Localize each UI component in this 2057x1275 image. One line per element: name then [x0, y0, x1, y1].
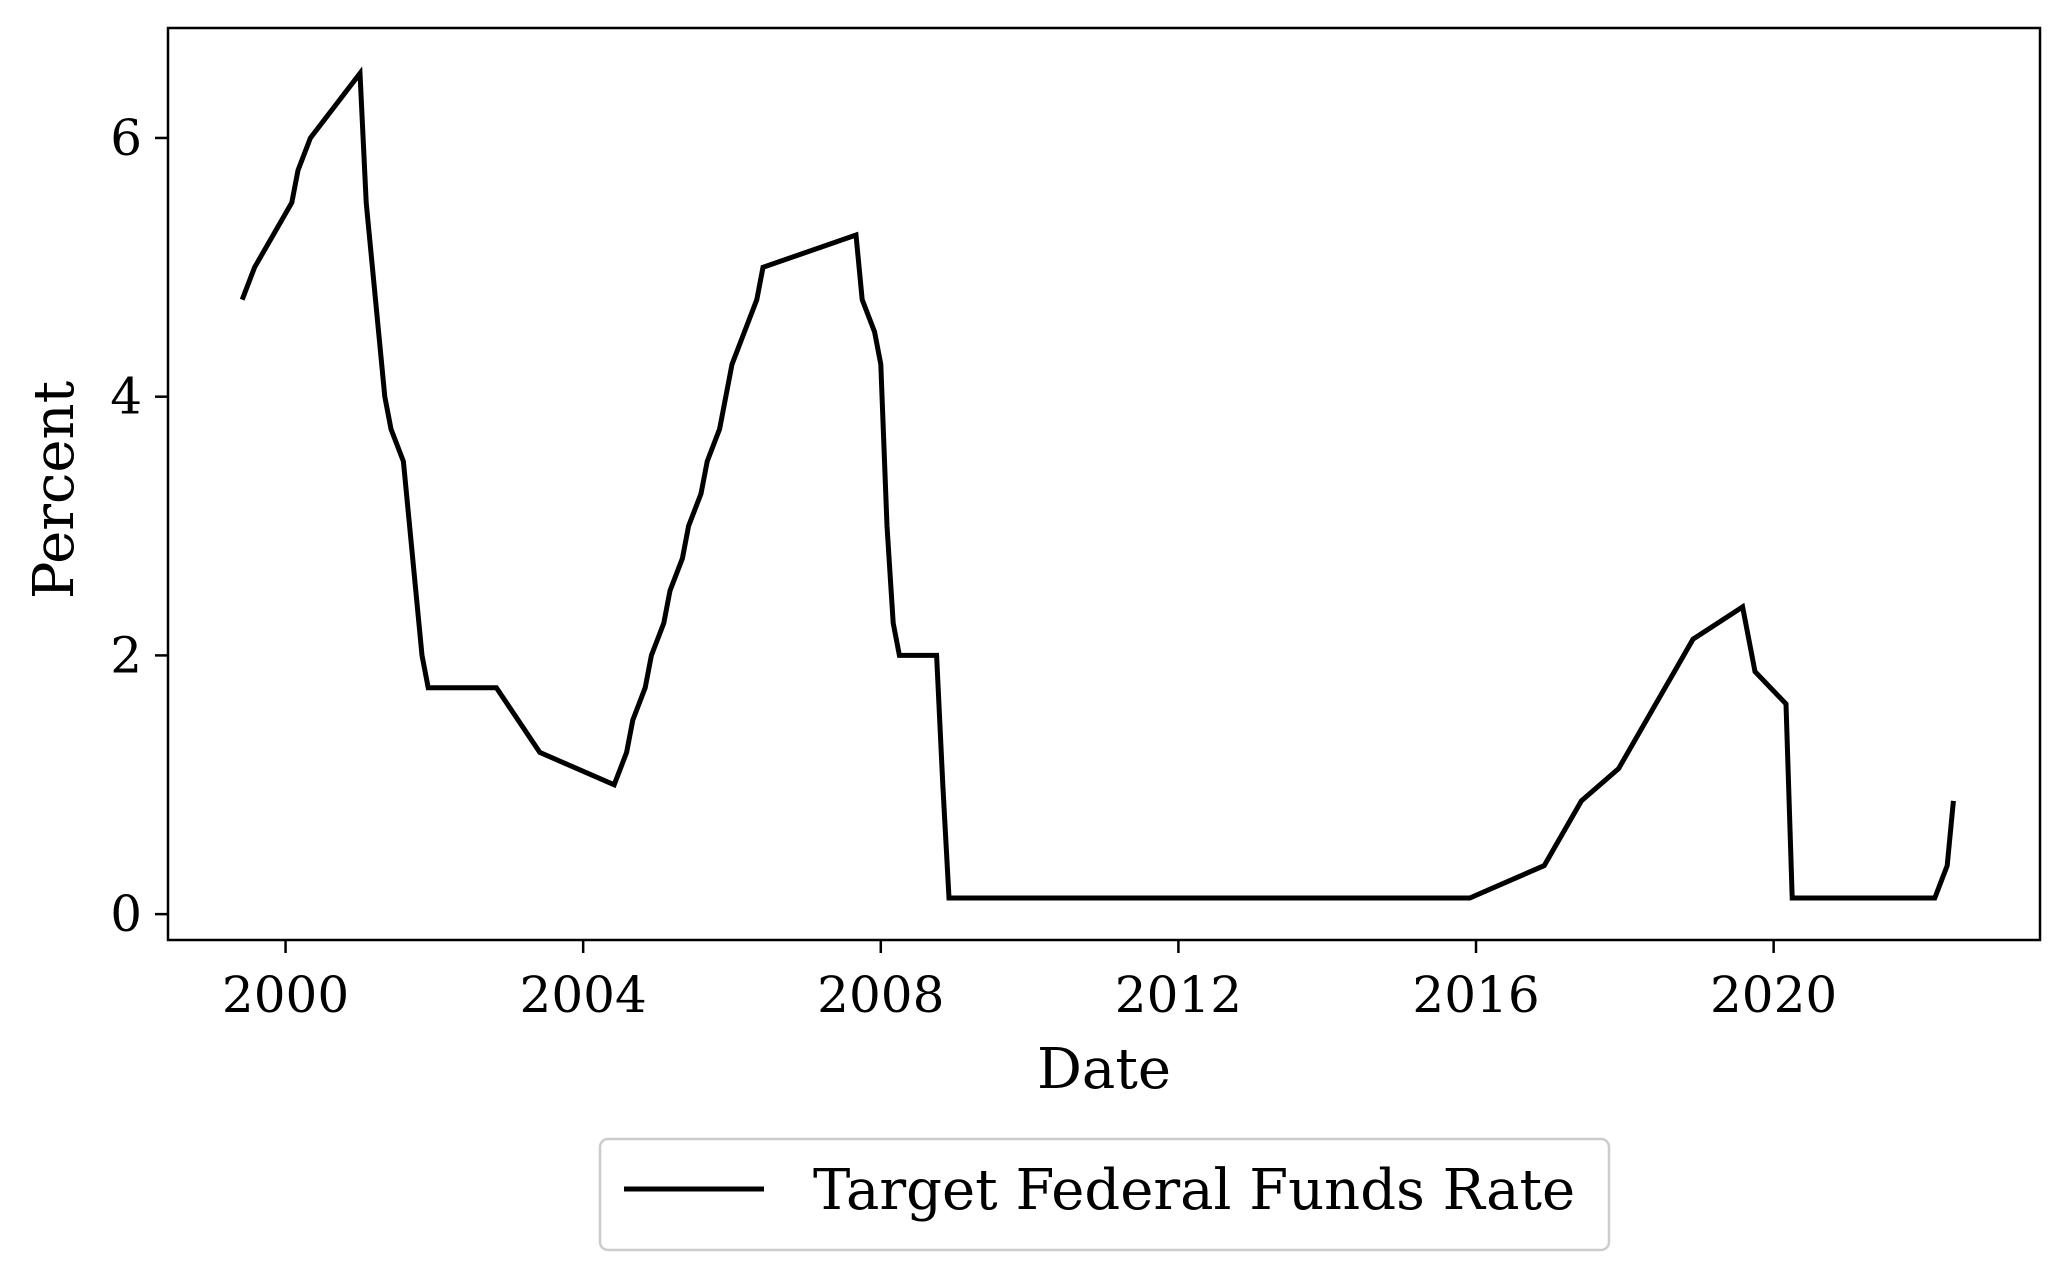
- x-tick-label: 2000: [222, 966, 349, 1024]
- x-tick-label: 2008: [817, 966, 944, 1024]
- x-tick-label: 2012: [1115, 966, 1242, 1024]
- plot-area: [166, 26, 2042, 942]
- x-axis-ticks: 2000 2004 2008 2012 2016 2020: [222, 940, 1837, 1024]
- series-line-target-federal-funds-rate: [239, 66, 1956, 901]
- x-axis-label: Date: [1037, 1037, 1171, 1102]
- y-axis-label: Percent: [22, 380, 87, 599]
- y-tick-label: 2: [110, 626, 142, 684]
- y-axis-ticks: 0 2 4 6: [110, 109, 168, 943]
- y-tick-label: 0: [110, 885, 142, 943]
- legend: Target Federal Funds Rate: [598, 1137, 1611, 1252]
- legend-box: [598, 1137, 1611, 1252]
- x-tick-label: 2004: [520, 966, 647, 1024]
- x-tick-label: 2016: [1412, 966, 1539, 1024]
- y-tick-label: 6: [110, 109, 142, 167]
- y-tick-label: 4: [110, 368, 142, 426]
- x-tick-label: 2020: [1710, 966, 1837, 1024]
- legend-label: Target Federal Funds Rate: [813, 1158, 1575, 1223]
